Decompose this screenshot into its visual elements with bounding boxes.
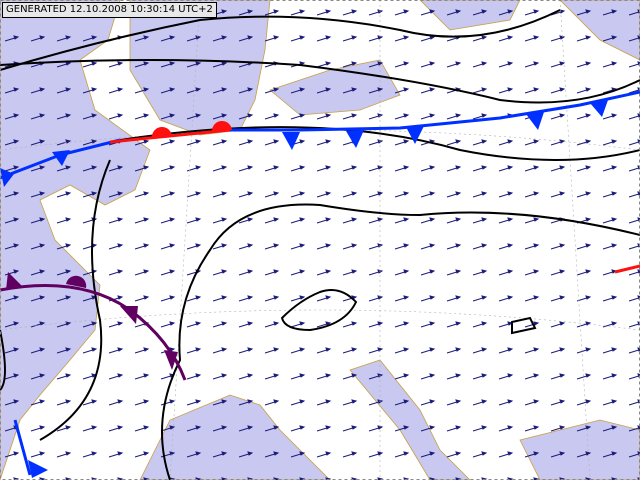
generated-label: GENERATED 12.10.2008 10:30:14 UTC+2 [2, 2, 217, 18]
occluded-front [0, 272, 187, 381]
warm-front [109, 120, 640, 274]
cold-front [0, 90, 640, 478]
